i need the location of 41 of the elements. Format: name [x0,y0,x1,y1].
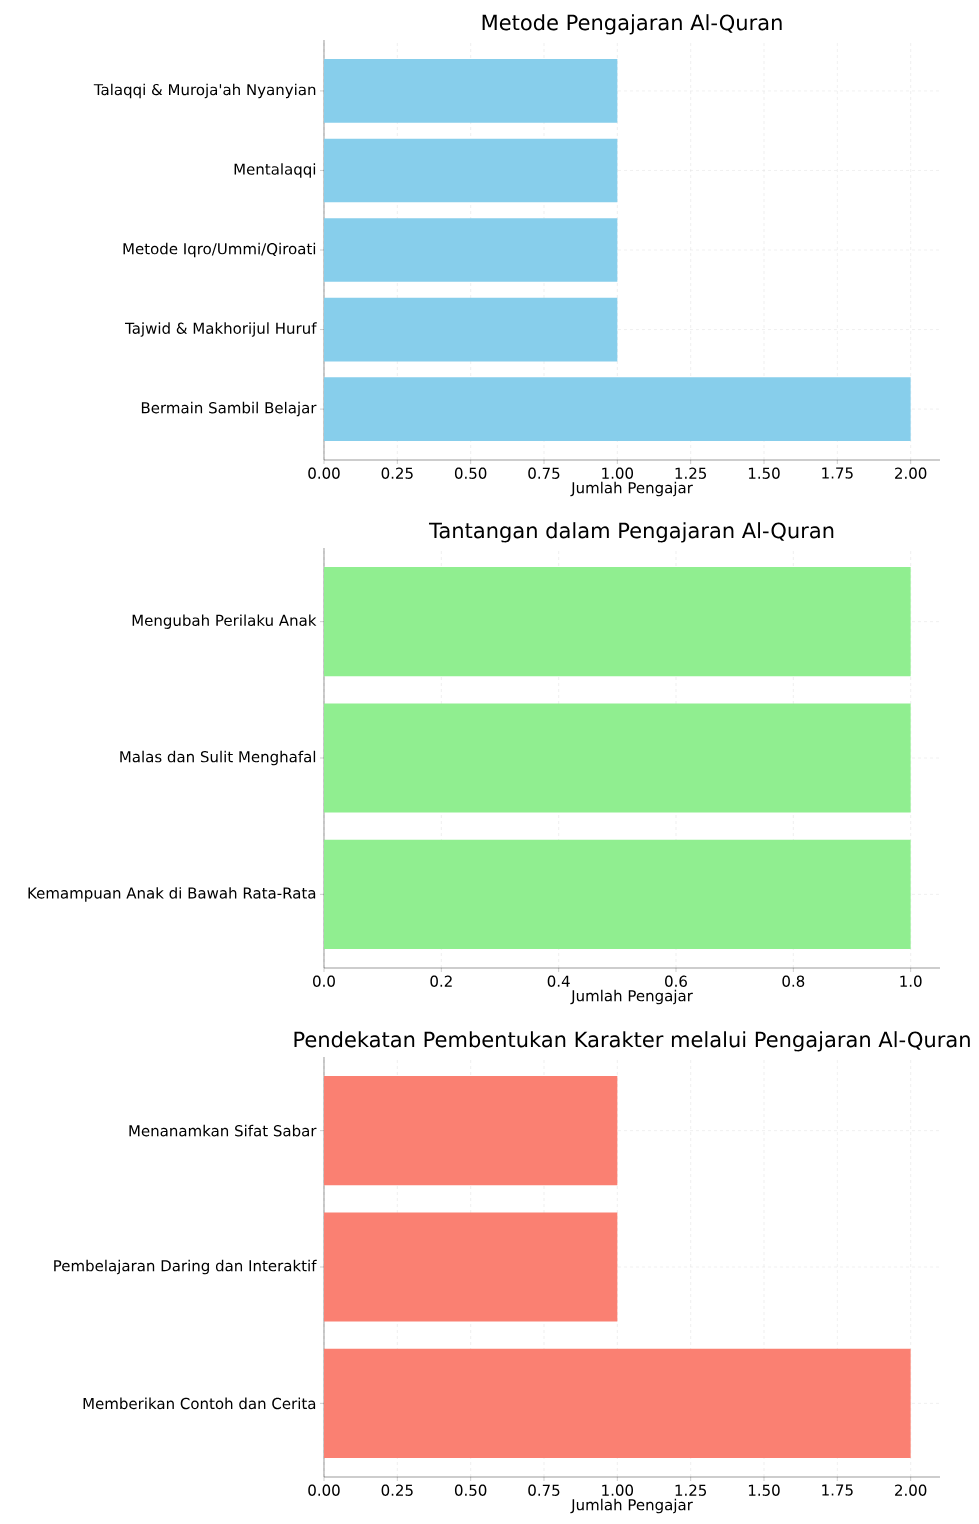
y-tick-label: Menanamkan Sifat Sabar [129,1124,317,1137]
x-tick-label: 1.75 [822,467,853,479]
x-tick-label: 1.75 [822,1484,853,1496]
x-axis-title: Jumlah Pengajar [570,1498,693,1514]
x-tick-label: 1.50 [748,1484,780,1496]
y-tick-label: Kemampuan Anak di Bawah Rata-Rata [28,887,316,902]
y-tick-label: Memberikan Contoh dan Cerita [83,1397,316,1410]
x-tick-label: 0.75 [528,467,560,479]
chart-title: Metode Pengajaran Al-Quran [482,14,782,35]
x-tick-label: 0.00 [308,1484,340,1496]
x-tick-label: 0.00 [308,467,340,479]
x-axis-title: Jumlah Pengajar [570,989,693,1005]
x-tick-label: 1.0 [900,975,922,987]
x-axis-title: Jumlah Pengajar [570,481,693,497]
x-tick-label: 1.00 [602,1484,634,1496]
x-tick-label: 2.00 [895,1484,927,1496]
x-tick-label: 0.50 [454,1484,487,1496]
y-tick-label: Malas dan Sulit Menghafal [120,750,316,766]
x-tick-label: 0.50 [454,467,487,479]
x-tick-label: 0.2 [430,975,452,987]
y-tick-label: Pembelajaran Daring dan Interaktif [54,1259,317,1275]
chart-title: Tantangan dalam Pengajaran Al-Quran [428,522,834,543]
x-tick-label: 0.6 [665,975,687,987]
y-tick-label: Talaqqi & Muroja'ah Nyanyian [93,83,316,99]
x-tick-label: 1.50 [748,467,780,479]
y-tick-label: Mentalaqqi [234,163,316,178]
chart-title: Pendekatan Pembentukan Karakter melalui Pengajaran Al-Quran [294,1031,970,1052]
x-tick-label: 1.25 [675,1484,707,1496]
x-tick-label: 0.8 [782,975,805,987]
x-tick-label: 0.25 [381,1484,413,1496]
x-tick-label: 2.00 [895,467,927,479]
x-tick-label: 1.00 [602,467,634,479]
y-tick-label: Bermain Sambil Belajar [141,401,317,417]
y-tick-label: Metode Iqro/Ummi/Qiroati [123,242,316,258]
x-tick-label: 0.25 [381,467,413,479]
x-tick-label: 0.75 [528,1484,560,1496]
y-tick-label: Mengubah Perilaku Anak [132,614,317,629]
x-tick-label: 0.4 [547,975,570,987]
y-tick-label: Tajwid & Makhorijul Huruf [125,322,317,337]
x-tick-label: 0.0 [313,975,335,987]
x-tick-label: 1.25 [675,467,707,479]
